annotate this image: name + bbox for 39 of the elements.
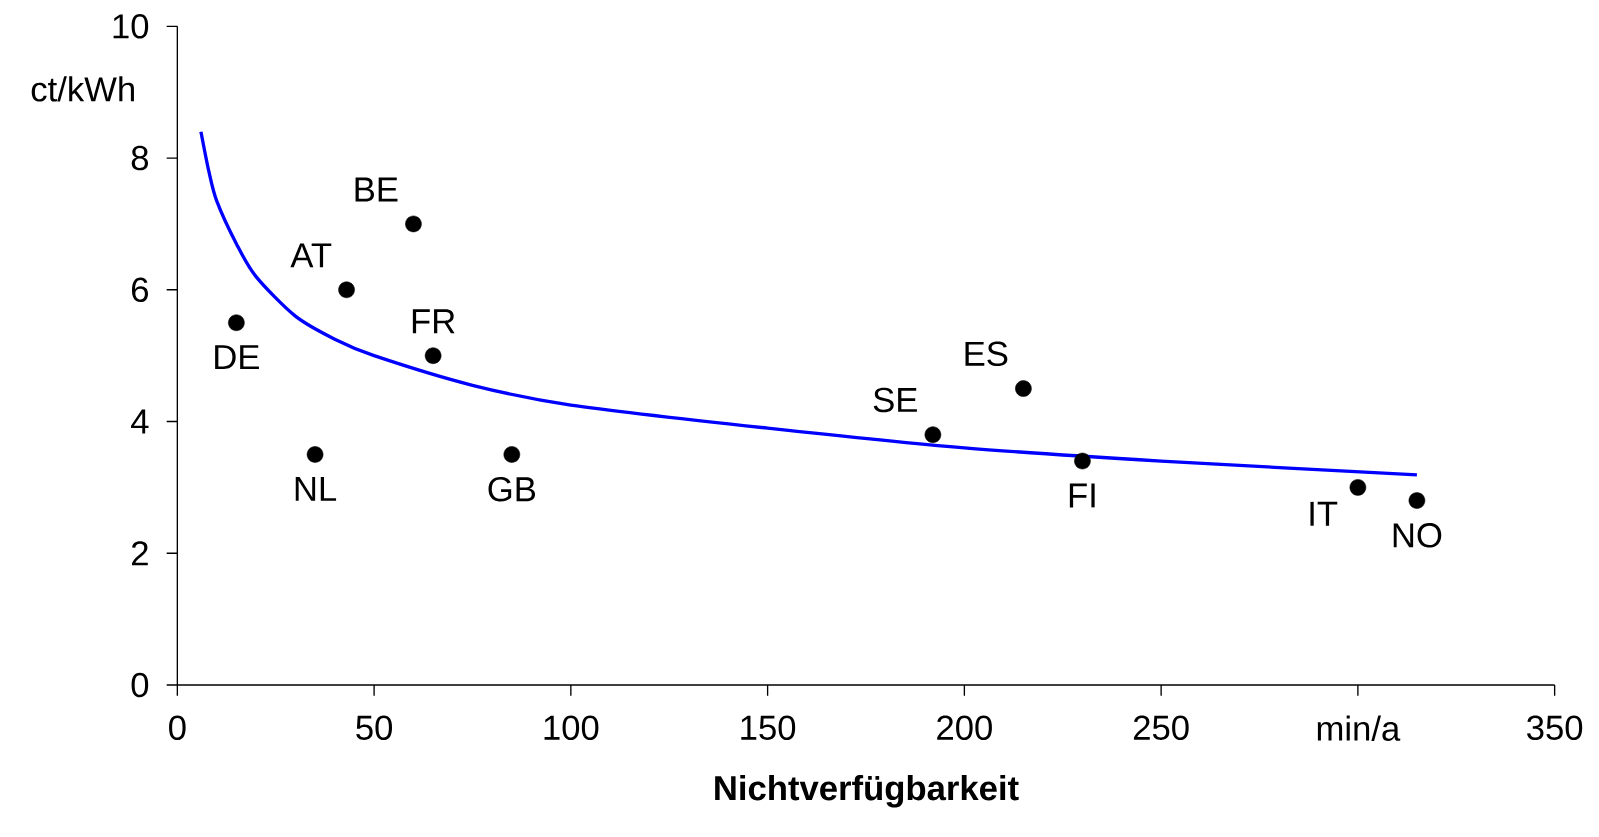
x-tick-label: 200 — [937, 715, 992, 741]
annotation: AT — [290, 243, 332, 268]
annotation: NO — [1393, 523, 1442, 548]
annotation: GB — [488, 476, 536, 502]
x-tick-label: 150 — [741, 715, 796, 741]
y-tick-label: 0 — [131, 672, 149, 698]
annotation: ES — [965, 341, 1008, 367]
y-tick-label: 6 — [132, 277, 148, 303]
x-axis-title: Nichtverfügbarkeit — [715, 774, 1019, 808]
annotation: FI — [1069, 483, 1095, 508]
x-tick-label: 50 — [356, 715, 393, 741]
point — [424, 347, 442, 364]
point — [503, 446, 521, 463]
point — [306, 446, 324, 463]
point — [1349, 479, 1367, 496]
x-tick-label: 0 — [169, 715, 186, 741]
x-tick-label: 350 — [1527, 715, 1583, 741]
point — [1015, 380, 1032, 397]
point — [1074, 452, 1091, 470]
annotation: IT — [1310, 501, 1338, 526]
y-tick-label: 8 — [131, 145, 149, 171]
y-axis-title: ct/kWh — [31, 76, 134, 102]
x-tick-label: min/a — [1317, 715, 1401, 741]
annotation: SE — [873, 387, 917, 413]
y-tick-label: 10 — [113, 14, 149, 39]
point — [405, 215, 422, 233]
line-series — [199, 130, 1419, 477]
annotation: NL — [295, 476, 337, 501]
x-tick-label: 100 — [544, 715, 599, 741]
point — [1408, 492, 1426, 509]
x-tick-label: 250 — [1133, 715, 1189, 741]
annotation: FR — [412, 309, 455, 334]
point — [338, 281, 355, 299]
y-tick-label: 4 — [131, 409, 149, 434]
point — [924, 426, 942, 443]
point — [228, 314, 245, 331]
annotation: DE — [215, 345, 259, 370]
annotation: BE — [355, 177, 398, 202]
y-tick-label: 2 — [131, 541, 148, 566]
